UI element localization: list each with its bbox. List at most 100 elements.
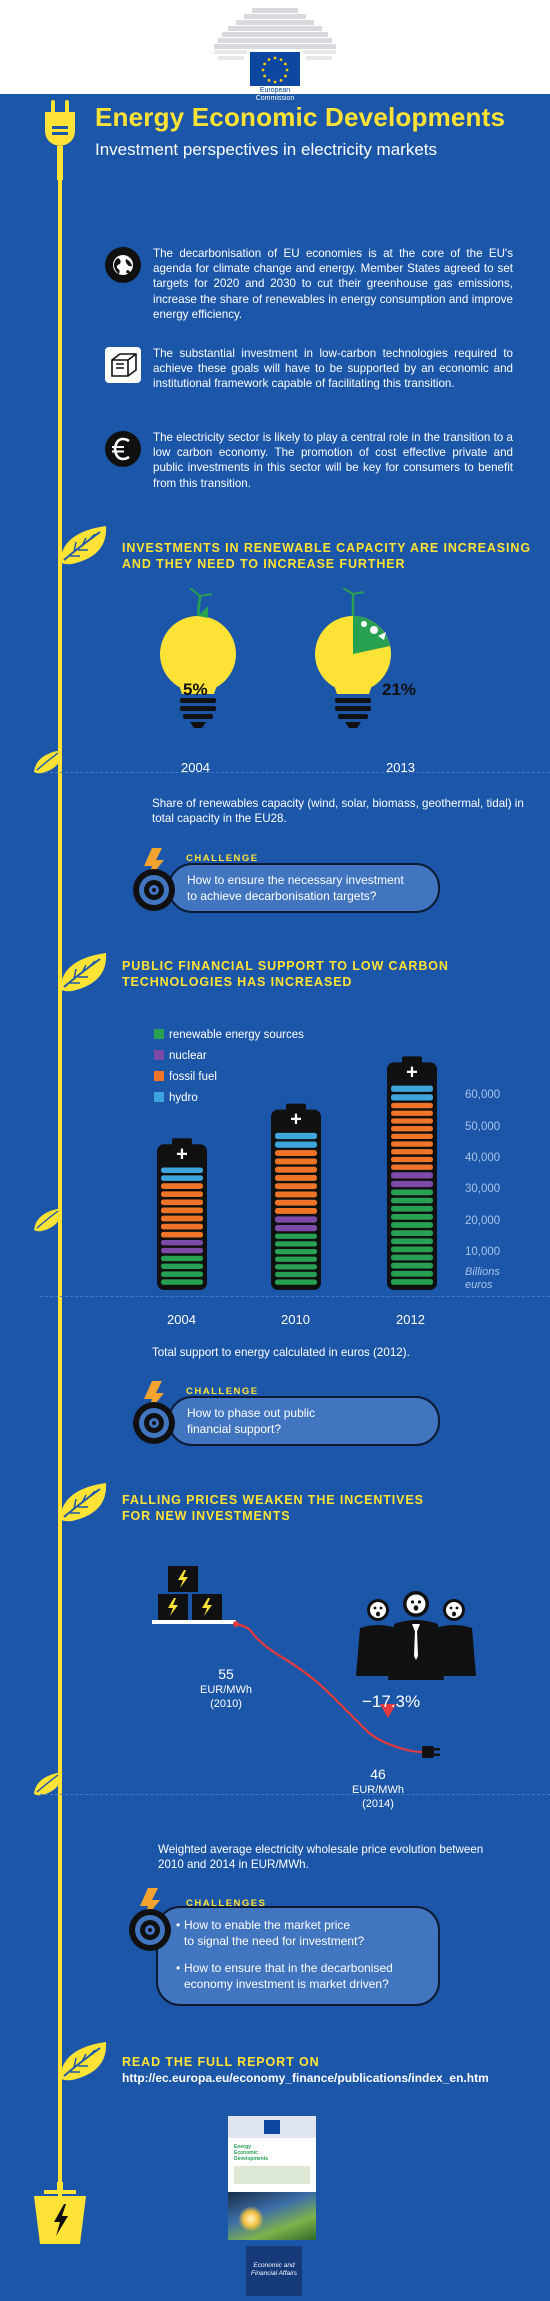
battery-terminal-2004 [172, 1138, 192, 1147]
bar-2012-renewable-energy-sources [391, 1262, 433, 1269]
bulb-2013-value: 21% [382, 680, 417, 699]
challenge-3-box: • How to enable the market price to sign… [156, 1906, 440, 2006]
bar-2012-renewable-energy-sources [391, 1222, 433, 1228]
section1-heading-line1: Investments in renewable capacity are in… [122, 541, 531, 555]
bar-2012-hydro [391, 1094, 433, 1101]
bar-2004-fossil-fuel [161, 1215, 203, 1222]
bar-2012-renewable-energy-sources [391, 1205, 433, 1212]
bar-2010-hydro [275, 1141, 317, 1148]
battery-plus-2010: + [290, 1109, 302, 1131]
bar-2012-fossil-fuel [391, 1149, 433, 1155]
bar-2012-renewable-energy-sources [391, 1189, 433, 1196]
price-2010-value: 55 [218, 1666, 234, 1682]
bar-2010-fossil-fuel [275, 1191, 317, 1198]
price-2010: 55 EUR/MWh (2010) [196, 1666, 256, 1711]
socket-icon [34, 2182, 86, 2244]
price-2014-value: 46 [370, 1766, 386, 1782]
bar-2010-nuclear [275, 1224, 317, 1232]
bar-2010-fossil-fuel [275, 1158, 317, 1165]
price-2014-year: (2014) [362, 1798, 394, 1810]
price-2010-unit: EUR/MWh [200, 1684, 252, 1696]
bar-2012-renewable-energy-sources [391, 1270, 433, 1277]
section3-heading: Falling prices weaken the incentives for… [122, 1492, 424, 1524]
renewables-bulbs [160, 588, 391, 728]
intro-text-2: The substantial investment in low-carbon… [153, 347, 513, 391]
challenge-1-line2: to achieve decarbonisation targets? [187, 888, 377, 903]
price-2014: 46 EUR/MWh (2014) [348, 1766, 408, 1811]
legend-renewable: renewable energy sources [154, 1028, 304, 1042]
section1-caption: Share of renewables capacity (wind, sola… [152, 797, 524, 826]
intro-text-1: The decarbonisation of EU economies is a… [153, 247, 513, 321]
target-lightning-icon [133, 848, 175, 911]
bar-2012-renewable-energy-sources [391, 1238, 433, 1245]
cube-icon [105, 347, 141, 383]
bar-2004-renewable-energy-sources [161, 1271, 203, 1277]
bulb-2004-icon [160, 588, 236, 728]
ytick-30000: 30,000 [465, 1183, 501, 1195]
bar-2010-hydro [275, 1132, 317, 1140]
bar-2012-renewable-energy-sources [391, 1197, 433, 1204]
bar-2010-renewable-energy-sources [275, 1271, 317, 1278]
ytick-60000: 60,000 [465, 1089, 501, 1101]
dg-line2: Financial Affairs [251, 2270, 297, 2277]
target-lightning-icon [129, 1888, 171, 1951]
ytick-20000: 20,000 [465, 1215, 501, 1227]
divider-3 [40, 1794, 550, 1795]
ytick-40000: 40,000 [465, 1152, 501, 1164]
section2-heading: Public financial support to low carbon t… [122, 958, 449, 990]
section2-heading-line2: technologies has increased [122, 975, 353, 989]
legend-nuclear: nuclear [154, 1049, 207, 1063]
plug-end-icon [422, 1746, 440, 1758]
report-cover-image[interactable]: Energy Economic Developments [228, 2116, 316, 2240]
read-report-label: Read the full report on [122, 2055, 320, 2069]
bar-2004-nuclear [161, 1247, 203, 1254]
bulb-2013-icon [315, 588, 391, 728]
battery-terminal-2012 [402, 1056, 422, 1065]
bar-2012-nuclear [391, 1172, 433, 1179]
bar-2012-renewable-energy-sources [391, 1246, 433, 1253]
bar-2012-fossil-fuel [391, 1133, 433, 1140]
bar-2004-hydro [161, 1175, 203, 1181]
challenge-1-label: CHALLENGE [186, 853, 259, 864]
challenge-1-line1: How to ensure the necessary investment [187, 873, 404, 887]
price-change: −17.3% [362, 1692, 421, 1711]
bar-2012-fossil-fuel [391, 1156, 433, 1163]
challenge-2-box: How to phase out public financial suppor… [168, 1396, 440, 1446]
target-lightning-icon [133, 1381, 175, 1444]
bar-2004-nuclear [161, 1239, 203, 1246]
challenge-3-item-2: • How to ensure that in the decarbonised… [176, 1961, 393, 1991]
bar-2012-fossil-fuel [391, 1102, 433, 1109]
dg-ecfin-badge: Economic and Financial Affairs [246, 2246, 302, 2296]
bar-2010-renewable-energy-sources [275, 1233, 317, 1239]
price-2014-unit: EUR/MWh [352, 1784, 404, 1796]
report-url-link[interactable]: http://ec.europa.eu/economy_finance/publ… [122, 2071, 489, 2085]
section2-heading-line1: Public financial support to low carbon [122, 959, 449, 973]
bar-2012-fossil-fuel [391, 1118, 433, 1124]
timeline-line [58, 174, 62, 2239]
leaf-icon [60, 526, 107, 565]
bar-2012-fossil-fuel [391, 1164, 433, 1170]
chart-category-2012: 2012 [396, 1312, 425, 1327]
bar-2010-renewable-energy-sources [275, 1264, 317, 1270]
euro-icon [105, 431, 141, 467]
bar-2004-renewable-energy-sources [161, 1263, 203, 1270]
challenge-3-label: CHALLENGES [186, 1898, 267, 1909]
battery-plus-2012: + [406, 1061, 418, 1083]
bar-2004-fossil-fuel [161, 1223, 203, 1230]
ytick-10000: 10,000 [465, 1246, 501, 1258]
bar-2010-renewable-energy-sources [275, 1279, 317, 1285]
bar-2012-renewable-energy-sources [391, 1230, 433, 1236]
bar-2004-fossil-fuel [161, 1191, 203, 1198]
chart-category-2010: 2010 [281, 1312, 310, 1327]
section3-caption: Weighted average electricity wholesale p… [158, 1843, 484, 1872]
bar-2010-fossil-fuel [275, 1183, 317, 1190]
logo-text-line2: Commission [255, 95, 295, 102]
bar-2010-renewable-energy-sources [275, 1248, 317, 1255]
logo-text-line1: European [259, 87, 291, 94]
challenge-1-box: How to ensure the necessary investment t… [168, 863, 440, 913]
commission-building-logo [214, 8, 336, 94]
ytick-50000: 50,000 [465, 1121, 501, 1133]
bar-2004-fossil-fuel [161, 1231, 203, 1238]
bar-2010-fossil-fuel [275, 1208, 317, 1214]
page-header: European [0, 0, 550, 94]
